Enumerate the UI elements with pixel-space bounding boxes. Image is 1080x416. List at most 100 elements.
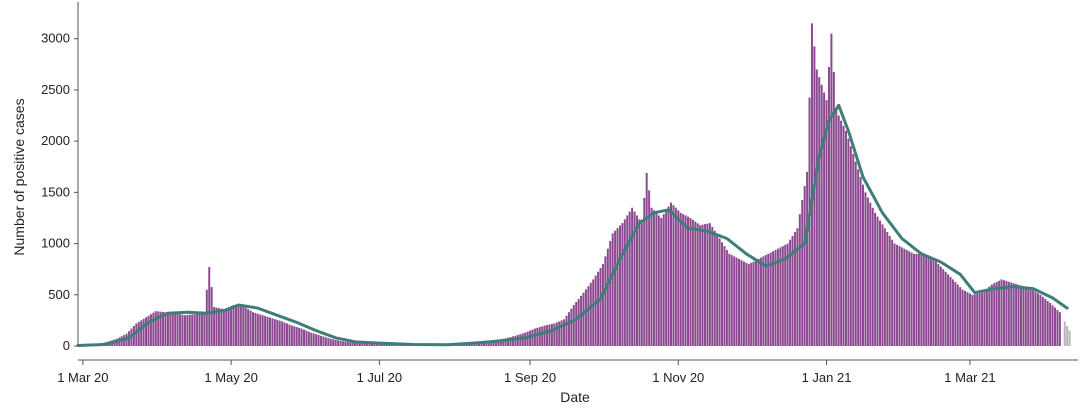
bar	[896, 244, 899, 346]
bar	[874, 212, 877, 346]
bar	[135, 323, 138, 346]
bar	[706, 223, 709, 346]
bar	[548, 324, 551, 346]
bar	[1015, 284, 1018, 346]
bar	[745, 262, 748, 346]
bar	[276, 319, 279, 346]
bar	[378, 343, 381, 346]
bar	[1002, 280, 1005, 346]
bar	[670, 202, 672, 346]
bar	[893, 243, 896, 346]
bar	[251, 312, 254, 346]
bar	[949, 276, 952, 346]
bar	[798, 214, 801, 346]
bar	[1022, 286, 1025, 346]
bar	[733, 256, 736, 346]
bar	[1041, 296, 1044, 346]
bar	[759, 257, 762, 346]
bar	[837, 115, 840, 346]
bar	[626, 215, 629, 346]
bar	[570, 308, 573, 346]
bar	[932, 258, 935, 346]
bar	[725, 249, 728, 346]
bar	[973, 294, 976, 346]
bar	[261, 315, 264, 346]
bar	[611, 233, 614, 346]
bar	[903, 248, 906, 346]
bar	[779, 247, 782, 346]
bar	[584, 289, 587, 346]
bar	[599, 267, 602, 346]
bar	[512, 336, 515, 346]
bar	[137, 321, 140, 346]
bar	[222, 309, 225, 346]
bar	[1024, 287, 1027, 346]
y-tick-label: 0	[63, 338, 70, 353]
bar	[597, 271, 600, 346]
bar	[205, 289, 208, 346]
bar	[757, 258, 760, 346]
bar	[375, 343, 378, 346]
bar	[888, 235, 891, 346]
bar	[993, 283, 996, 346]
bar	[956, 284, 959, 346]
bar	[546, 325, 549, 346]
bar	[891, 239, 894, 346]
bar	[662, 214, 665, 346]
bar	[927, 256, 930, 346]
bar	[704, 224, 707, 346]
bar	[203, 312, 206, 346]
bar	[781, 246, 784, 346]
bar	[193, 314, 196, 346]
bar	[750, 262, 753, 346]
bar	[679, 212, 682, 346]
bar	[939, 266, 942, 346]
bar	[1010, 282, 1013, 346]
bar	[840, 120, 843, 347]
bar	[898, 246, 901, 346]
bar	[905, 249, 908, 346]
bar	[225, 308, 228, 346]
bar	[694, 221, 697, 346]
bar	[1036, 293, 1039, 346]
bar	[580, 295, 583, 346]
bar	[293, 326, 296, 346]
bar	[755, 260, 758, 346]
bar	[983, 290, 986, 346]
bar	[1046, 300, 1049, 346]
y-axis-title: Number of positive cases	[11, 98, 27, 255]
bar	[188, 314, 191, 346]
bar	[764, 255, 767, 346]
bar	[650, 207, 653, 346]
bar	[978, 293, 981, 346]
bar	[317, 334, 320, 346]
bar	[290, 325, 293, 346]
bar	[368, 343, 371, 346]
bar	[266, 316, 269, 346]
bar	[268, 317, 271, 346]
y-axis-ticks: 0 500 1000 1500 2000 2500 3000	[41, 31, 78, 353]
bar	[818, 77, 821, 347]
bar	[934, 261, 937, 346]
bar	[866, 197, 869, 346]
bar	[553, 323, 556, 346]
bar	[286, 323, 289, 346]
bar	[793, 232, 796, 346]
x-tick-label: 1 May 20	[204, 370, 257, 385]
bar	[504, 338, 507, 346]
bar	[283, 322, 286, 346]
bar	[303, 329, 306, 346]
bar	[769, 252, 772, 346]
bar	[876, 216, 879, 346]
bar	[976, 293, 979, 346]
bar	[806, 171, 809, 346]
bar	[1005, 280, 1008, 346]
bar	[886, 232, 889, 346]
bar	[215, 307, 218, 346]
bar	[145, 317, 148, 346]
bar	[536, 327, 539, 346]
bar	[801, 200, 804, 346]
bar	[327, 338, 330, 346]
bar	[147, 315, 150, 346]
bar	[713, 230, 716, 346]
